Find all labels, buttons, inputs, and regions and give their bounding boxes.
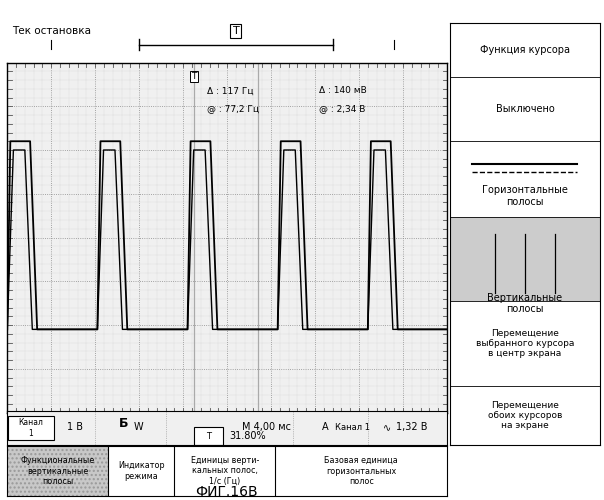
Text: Базовая единица
горизонтальных
полос: Базовая единица горизонтальных полос	[324, 456, 398, 486]
Text: ФИГ.16В: ФИГ.16В	[195, 485, 258, 499]
Text: Б: Б	[120, 417, 129, 430]
FancyBboxPatch shape	[8, 416, 54, 440]
Text: А: А	[322, 422, 328, 432]
Text: T: T	[206, 432, 211, 440]
Text: Δ : 140 мВ: Δ : 140 мВ	[320, 86, 367, 96]
Text: М 4,00 мс: М 4,00 мс	[242, 422, 292, 432]
Text: Функциональные
вертикальные
полосы: Функциональные вертикальные полосы	[21, 456, 95, 486]
Text: Единицы верти-
кальных полос,
1/с (Гц): Единицы верти- кальных полос, 1/с (Гц)	[191, 456, 259, 486]
Text: 1 В: 1 В	[66, 422, 83, 432]
Text: @ : 2,34 В: @ : 2,34 В	[320, 104, 366, 113]
Text: Δ : 117 Гц: Δ : 117 Гц	[207, 86, 254, 96]
Text: 1,32 В: 1,32 В	[396, 422, 428, 432]
Text: T: T	[233, 26, 239, 36]
Text: Вертикальные
полосы: Вертикальные полосы	[487, 293, 562, 314]
Text: T: T	[191, 72, 197, 81]
FancyBboxPatch shape	[194, 427, 223, 445]
Text: Канал 1: Канал 1	[335, 422, 370, 432]
Bar	[7, 446, 108, 496]
Bar	[450, 217, 600, 302]
Text: Тек остановка: Тек остановка	[11, 26, 91, 36]
Text: Индикатор
режима: Индикатор режима	[118, 462, 165, 480]
Text: Выключено: Выключено	[495, 104, 554, 114]
Text: Горизонтальные
полосы: Горизонтальные полосы	[482, 185, 568, 206]
Text: Функция курсора: Функция курсора	[480, 45, 570, 55]
Text: W: W	[134, 422, 144, 432]
Text: @ : 77,2 Гц: @ : 77,2 Гц	[207, 104, 259, 113]
Text: ∿: ∿	[383, 423, 391, 433]
Text: 31.80%: 31.80%	[230, 431, 266, 441]
Text: Канал
1: Канал 1	[18, 418, 43, 438]
Text: Перемещение
выбранного курсора
в центр экрана: Перемещение выбранного курсора в центр э…	[476, 328, 574, 358]
Text: Перемещение
обоих курсоров
на экране: Перемещение обоих курсоров на экране	[487, 400, 562, 430]
